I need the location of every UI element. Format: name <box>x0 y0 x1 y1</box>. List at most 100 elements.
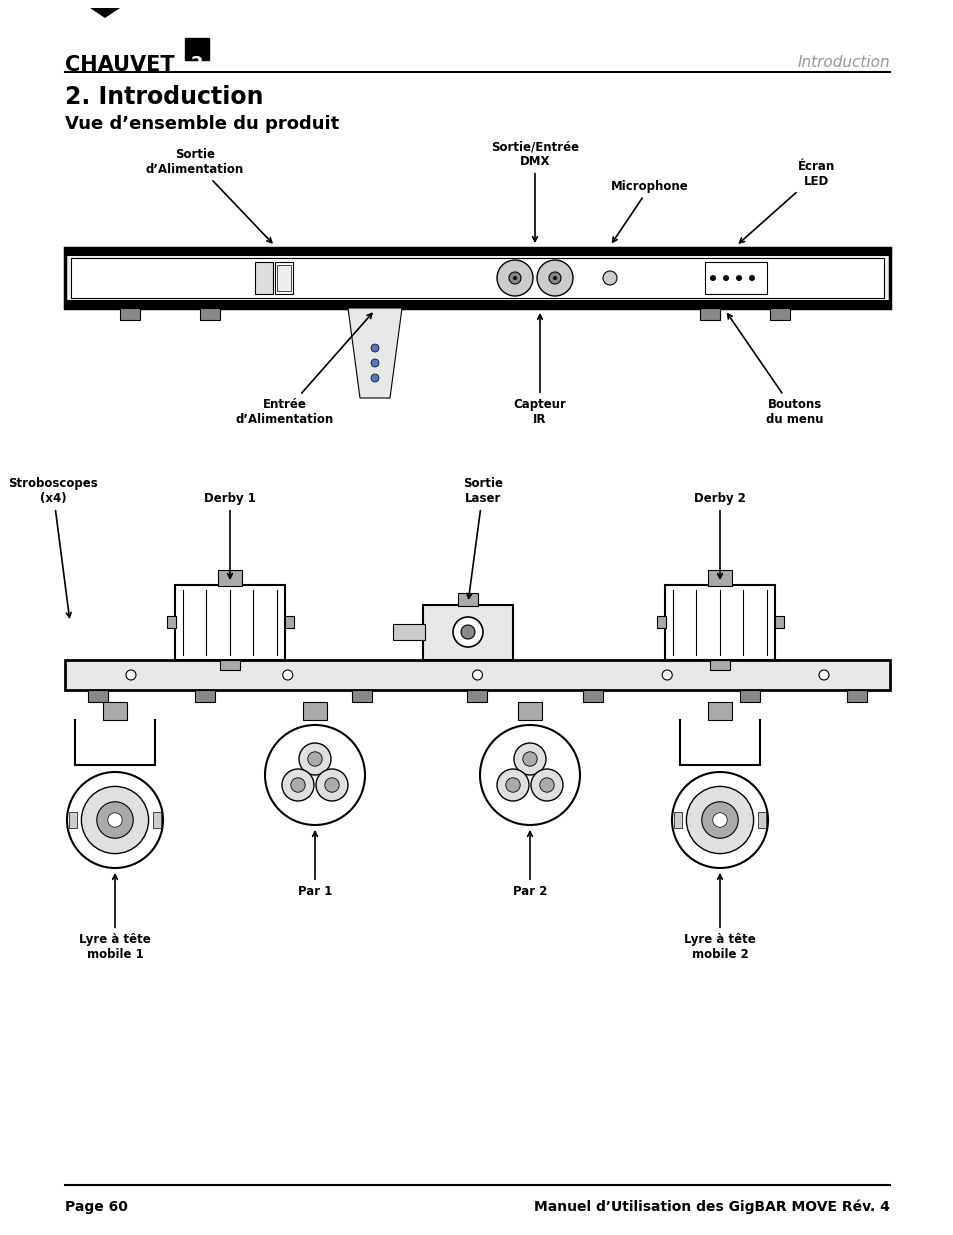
Circle shape <box>522 752 537 766</box>
Circle shape <box>548 272 560 284</box>
Circle shape <box>96 802 133 839</box>
Circle shape <box>509 272 520 284</box>
Circle shape <box>712 813 726 827</box>
Text: Vue d’ensemble du produit: Vue d’ensemble du produit <box>65 115 339 133</box>
Bar <box>71 258 883 298</box>
Circle shape <box>709 275 716 282</box>
Bar <box>769 308 789 320</box>
Bar <box>758 811 765 827</box>
Circle shape <box>453 618 482 647</box>
Circle shape <box>298 743 331 776</box>
Bar <box>254 262 273 294</box>
Text: Page 60: Page 60 <box>65 1200 128 1214</box>
Bar <box>457 593 477 606</box>
Text: Sortie
Laser: Sortie Laser <box>462 477 502 599</box>
Bar <box>707 701 731 720</box>
Text: Derby 1: Derby 1 <box>204 492 255 578</box>
Text: 2. Introduction: 2. Introduction <box>65 85 263 109</box>
Bar <box>704 262 766 294</box>
Circle shape <box>324 778 339 792</box>
Bar <box>774 616 783 629</box>
Text: Boutons
du menu: Boutons du menu <box>727 314 822 426</box>
Circle shape <box>513 275 517 280</box>
Text: Par 2: Par 2 <box>513 831 547 898</box>
Bar <box>276 266 291 291</box>
Circle shape <box>685 787 753 853</box>
Bar <box>422 605 513 659</box>
Circle shape <box>722 275 728 282</box>
Text: Microphone: Microphone <box>611 180 688 242</box>
Circle shape <box>265 725 365 825</box>
Circle shape <box>315 769 348 802</box>
Circle shape <box>537 261 573 296</box>
Circle shape <box>282 769 314 802</box>
Bar <box>709 659 729 671</box>
Bar <box>120 308 140 320</box>
Text: Sortie
d’Alimentation: Sortie d’Alimentation <box>146 148 272 242</box>
Polygon shape <box>90 7 120 19</box>
Bar <box>393 624 424 640</box>
Bar <box>200 308 220 320</box>
Text: Par 1: Par 1 <box>297 831 332 898</box>
Polygon shape <box>348 308 401 398</box>
Bar <box>673 811 681 827</box>
Bar <box>65 248 889 256</box>
Text: Écran
LED: Écran LED <box>739 161 835 243</box>
Bar <box>846 690 866 701</box>
Circle shape <box>282 671 293 680</box>
Bar <box>220 659 240 671</box>
Bar <box>467 690 487 701</box>
Circle shape <box>67 772 163 868</box>
Bar <box>285 616 294 629</box>
Text: Sortie/Entrée
DMX: Sortie/Entrée DMX <box>491 140 578 241</box>
Bar <box>69 811 77 827</box>
Bar <box>65 659 889 690</box>
Circle shape <box>748 275 754 282</box>
Bar <box>664 585 774 659</box>
Circle shape <box>371 359 378 367</box>
Circle shape <box>539 778 554 792</box>
Bar <box>167 616 175 629</box>
Bar <box>218 571 242 585</box>
Text: 2: 2 <box>191 56 203 73</box>
Circle shape <box>735 275 741 282</box>
Circle shape <box>818 671 828 680</box>
Circle shape <box>602 270 617 285</box>
Circle shape <box>460 625 475 638</box>
Circle shape <box>701 802 738 839</box>
Bar <box>65 248 889 308</box>
Bar <box>88 690 108 701</box>
Bar <box>700 308 720 320</box>
Circle shape <box>81 787 149 853</box>
Bar <box>174 585 285 659</box>
Text: Capteur
IR: Capteur IR <box>513 315 566 426</box>
Circle shape <box>661 671 672 680</box>
Bar <box>352 690 372 701</box>
Circle shape <box>553 275 557 280</box>
Bar <box>303 701 327 720</box>
Text: Stroboscopes
(x4): Stroboscopes (x4) <box>9 477 98 618</box>
Text: Entrée
d’Alimentation: Entrée d’Alimentation <box>235 314 372 426</box>
Bar <box>274 262 293 294</box>
Circle shape <box>514 743 545 776</box>
Circle shape <box>472 671 482 680</box>
Bar <box>657 616 665 629</box>
Circle shape <box>671 772 767 868</box>
Circle shape <box>505 778 519 792</box>
Circle shape <box>371 345 378 352</box>
Circle shape <box>126 671 136 680</box>
Bar <box>65 300 889 308</box>
Bar <box>707 571 731 585</box>
Bar <box>103 701 127 720</box>
Circle shape <box>291 778 305 792</box>
Bar <box>739 690 759 701</box>
Circle shape <box>371 374 378 382</box>
Text: CHAUVET: CHAUVET <box>65 56 174 75</box>
Text: Lyre à tête
mobile 2: Lyre à tête mobile 2 <box>683 874 755 961</box>
Bar <box>195 690 215 701</box>
Bar <box>582 690 602 701</box>
Text: Introduction: Introduction <box>797 56 889 70</box>
Circle shape <box>531 769 562 802</box>
Text: Manuel d’Utilisation des GigBAR MOVE Rév. 4: Manuel d’Utilisation des GigBAR MOVE Rév… <box>534 1200 889 1214</box>
Bar <box>517 701 541 720</box>
